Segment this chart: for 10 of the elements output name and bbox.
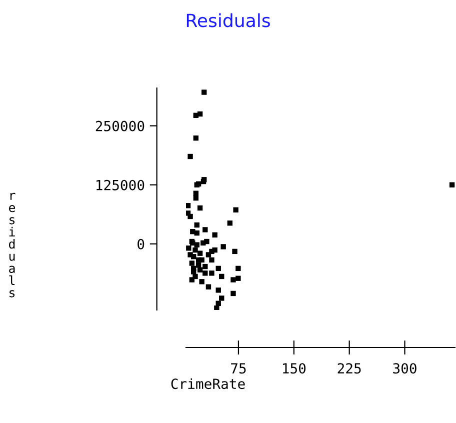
text: residuals <box>8 192 16 298</box>
x-tick-label: 300 <box>393 363 416 374</box>
x-axis-title: CrimeRate <box>171 378 245 390</box>
x-tick-label: 150 <box>283 363 306 374</box>
y-tick-label: 0 <box>138 238 144 250</box>
y-tick-label: 125000 <box>96 180 144 190</box>
y-tick-label: 250000 <box>96 120 144 132</box>
x-tick-label: 75 <box>231 363 246 374</box>
chart-title: Residuals <box>186 13 270 28</box>
x-tick-label: 225 <box>338 363 361 374</box>
